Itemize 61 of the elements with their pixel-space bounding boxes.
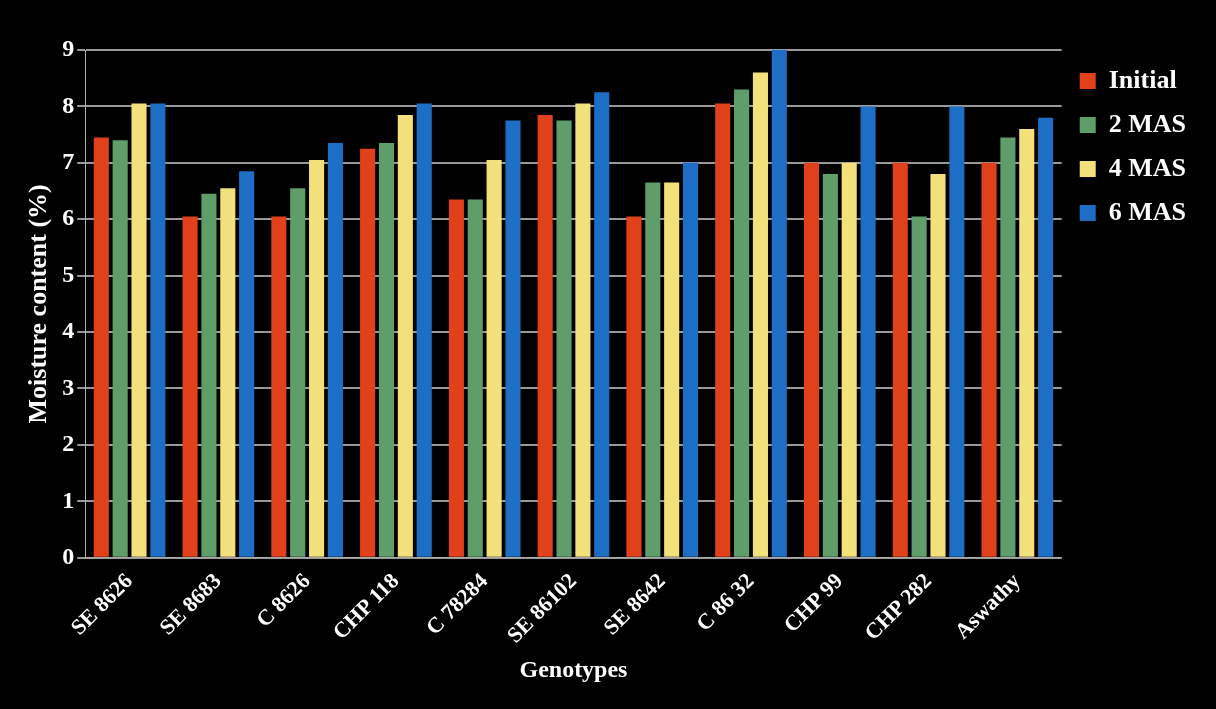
y-tick-label: 6 [62, 204, 75, 231]
bar [594, 92, 610, 557]
bar [911, 216, 927, 557]
bar [201, 193, 217, 557]
bar [150, 103, 166, 557]
bar [220, 188, 236, 557]
bar [131, 103, 147, 557]
bar [841, 162, 857, 557]
y-tick-label: 7 [62, 148, 75, 175]
bar [486, 160, 502, 557]
y-axis-title: Moisture content (%) [23, 184, 53, 424]
bar [1019, 128, 1035, 557]
legend-label: 2 MAS [1108, 108, 1186, 138]
bar [556, 120, 572, 557]
bar [537, 114, 553, 557]
y-tick-label: 8 [62, 91, 75, 118]
x-tick-label: C 86 32 [690, 567, 759, 636]
y-tick-label: 4 [62, 317, 75, 344]
y-tick-label: 9 [62, 35, 75, 62]
bar [930, 174, 946, 557]
bar [378, 143, 395, 557]
bar [949, 106, 965, 557]
bar [682, 162, 699, 557]
bar [752, 72, 768, 557]
bar [715, 103, 731, 557]
y-tick-label: 5 [62, 260, 75, 287]
bar [290, 188, 306, 557]
bar [981, 162, 997, 557]
bar [664, 182, 680, 557]
bar [397, 114, 413, 557]
bar [467, 199, 483, 557]
y-tick-label: 3 [62, 373, 75, 400]
bar [271, 216, 287, 557]
bar [771, 50, 787, 557]
bar [892, 162, 908, 557]
bar [1000, 137, 1016, 557]
bar [360, 148, 376, 557]
bar [734, 89, 750, 557]
legend-label: Initial [1108, 64, 1177, 94]
legend-label: 4 MAS [1108, 152, 1186, 182]
y-tick-label: 1 [62, 486, 75, 513]
bar [182, 216, 198, 557]
y-tick-label: 0 [62, 542, 75, 569]
bar [239, 171, 255, 557]
legend-label: 6 MAS [1108, 196, 1186, 226]
bar [860, 106, 876, 557]
bar [626, 216, 642, 557]
y-tick-label: 2 [62, 430, 75, 457]
bar [112, 140, 128, 557]
bar [645, 182, 661, 557]
x-axis-title: Genotypes [519, 655, 628, 682]
bar [822, 174, 838, 557]
bar [575, 103, 591, 557]
bar [93, 137, 109, 557]
bar [416, 103, 432, 557]
bar [803, 162, 820, 557]
bar [505, 120, 521, 557]
bar [1038, 117, 1054, 557]
bar [309, 160, 325, 557]
bar [327, 143, 343, 557]
bar [448, 199, 464, 557]
